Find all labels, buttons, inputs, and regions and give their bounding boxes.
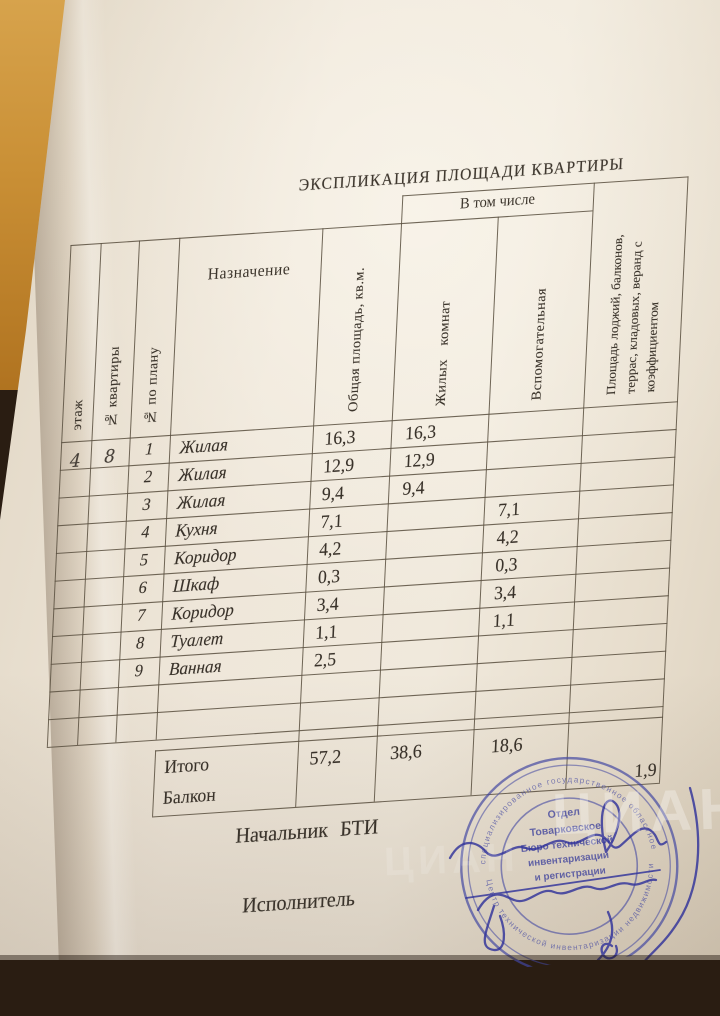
cell-plan-no: 2 xyxy=(143,467,153,487)
header-living-rooms: Жилых комнат xyxy=(392,217,498,421)
cell-plan-no: 9 xyxy=(134,661,144,681)
cell-plan-no: 7 xyxy=(136,606,146,626)
photo-scene: ЭКСПЛИКАЦИЯ ПЛОЩАДИ КВАРТИРЫ xyxy=(0,0,720,975)
cell-plan-no: 6 xyxy=(138,578,148,598)
cell-plan-no: 8 xyxy=(135,634,145,653)
header-auxiliary-label: Вспомогательная xyxy=(528,287,549,401)
totals-aux: 18,6 xyxy=(490,733,524,757)
cell-plan-no: 5 xyxy=(139,551,149,570)
header-floor-label: этаж xyxy=(68,399,86,432)
header-auxiliary: Вспомогательная xyxy=(489,210,593,413)
totals-balcony-value: 1,9 xyxy=(634,758,658,782)
totals-living: 38,6 xyxy=(389,740,423,764)
photo-bottom-edge xyxy=(0,955,720,960)
cell-plan-no: 4 xyxy=(140,523,150,543)
header-purpose: Назначение xyxy=(207,260,291,284)
executor-label: Исполнитель xyxy=(241,886,356,918)
totals-total: 57,2 xyxy=(309,745,342,769)
chief-label: Начальник БТИ xyxy=(234,815,379,849)
cell-floor-value: 4 xyxy=(69,450,82,473)
header-loggia: Площадь лоджий, балконов, террас, кладов… xyxy=(583,176,688,407)
header-total-area-label: Общая площадь, кв.м. xyxy=(344,267,367,413)
cell-aux: 1,1 xyxy=(492,608,516,632)
cell-apartment-value: 8 xyxy=(103,445,116,469)
cell-living: 9,4 xyxy=(402,476,426,500)
header-plan-no-label: № по плану xyxy=(142,346,162,427)
document-sheet: ЭКСПЛИКАЦИЯ ПЛОЩАДИ КВАРТИРЫ xyxy=(0,0,720,960)
header-living-rooms-label: Жилых комнат xyxy=(432,300,453,407)
cell-total: 2,5 xyxy=(313,648,337,671)
cell-plan-no: 1 xyxy=(144,440,154,459)
cell-plan-no: 3 xyxy=(142,495,152,515)
header-loggia-label: Площадь лоджий, балконов, террас, кладов… xyxy=(603,234,662,396)
explication-table: В том числе этаж № квартиры № по плану Н… xyxy=(43,176,689,827)
header-apartment-label: № квартиры xyxy=(103,346,122,429)
header-total-area: Общая площадь, кв.м. xyxy=(313,223,401,425)
